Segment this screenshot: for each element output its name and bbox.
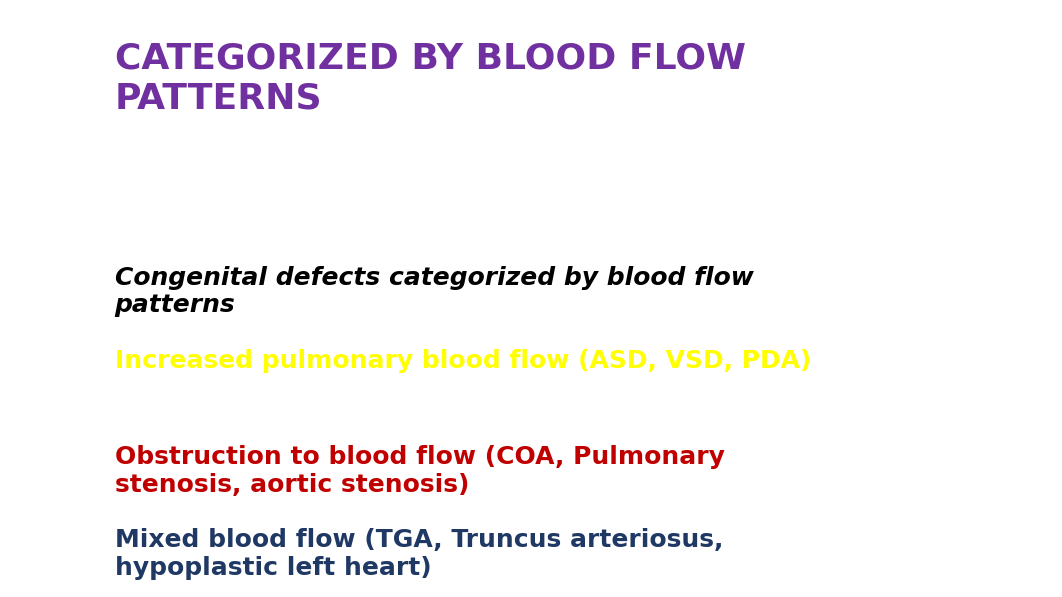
Text: Increased pulmonary blood flow (ASD, VSD, PDA): Increased pulmonary blood flow (ASD, VSD…: [115, 349, 811, 373]
Text: Mixed blood flow (TGA, Truncus arteriosus,
hypoplastic left heart): Mixed blood flow (TGA, Truncus arteriosu…: [115, 528, 723, 580]
Text: Obstruction to blood flow (COA, Pulmonary
stenosis, aortic stenosis): Obstruction to blood flow (COA, Pulmonar…: [115, 445, 724, 497]
Text: CATEGORIZED BY BLOOD FLOW
PATTERNS: CATEGORIZED BY BLOOD FLOW PATTERNS: [115, 42, 746, 115]
Text: Congenital defects categorized by blood flow
patterns: Congenital defects categorized by blood …: [115, 266, 754, 318]
